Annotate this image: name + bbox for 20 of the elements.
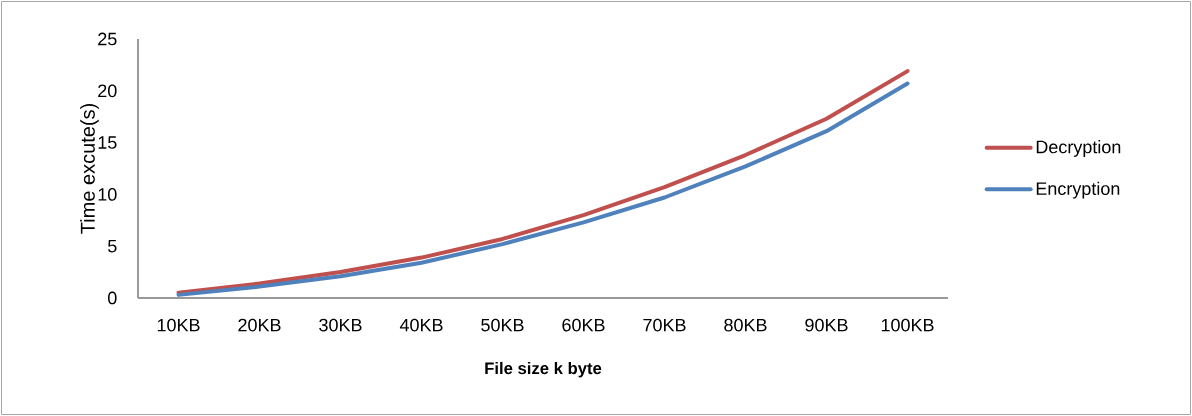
y-tick-label: 25 bbox=[98, 32, 117, 46]
legend-label: Decryption bbox=[1036, 140, 1121, 157]
x-tick-label: 70KB bbox=[643, 318, 686, 332]
x-tick-label: 100KB bbox=[881, 318, 934, 332]
y-tick-label: 20 bbox=[98, 84, 117, 98]
x-tick-label: 10KB bbox=[157, 318, 200, 332]
x-tick-label: 30KB bbox=[319, 318, 362, 332]
y-tick-label: 5 bbox=[108, 239, 117, 253]
x-tick-label: 50KB bbox=[481, 318, 524, 332]
y-tick-label: 10 bbox=[98, 188, 117, 201]
x-tick-label: 60KB bbox=[562, 318, 605, 332]
y-axis-title: Time excute(s) bbox=[80, 104, 99, 234]
x-tick-label: 20KB bbox=[238, 318, 281, 332]
x-axis-title: File size k byte bbox=[485, 361, 602, 378]
legend-label: Encryption bbox=[1036, 181, 1120, 199]
y-tick-label: 0 bbox=[108, 291, 117, 305]
y-tick-label: 15 bbox=[98, 136, 117, 149]
x-tick-label: 80KB bbox=[724, 318, 767, 332]
x-tick-label: 90KB bbox=[805, 318, 848, 332]
x-tick-label: 40KB bbox=[399, 318, 443, 332]
